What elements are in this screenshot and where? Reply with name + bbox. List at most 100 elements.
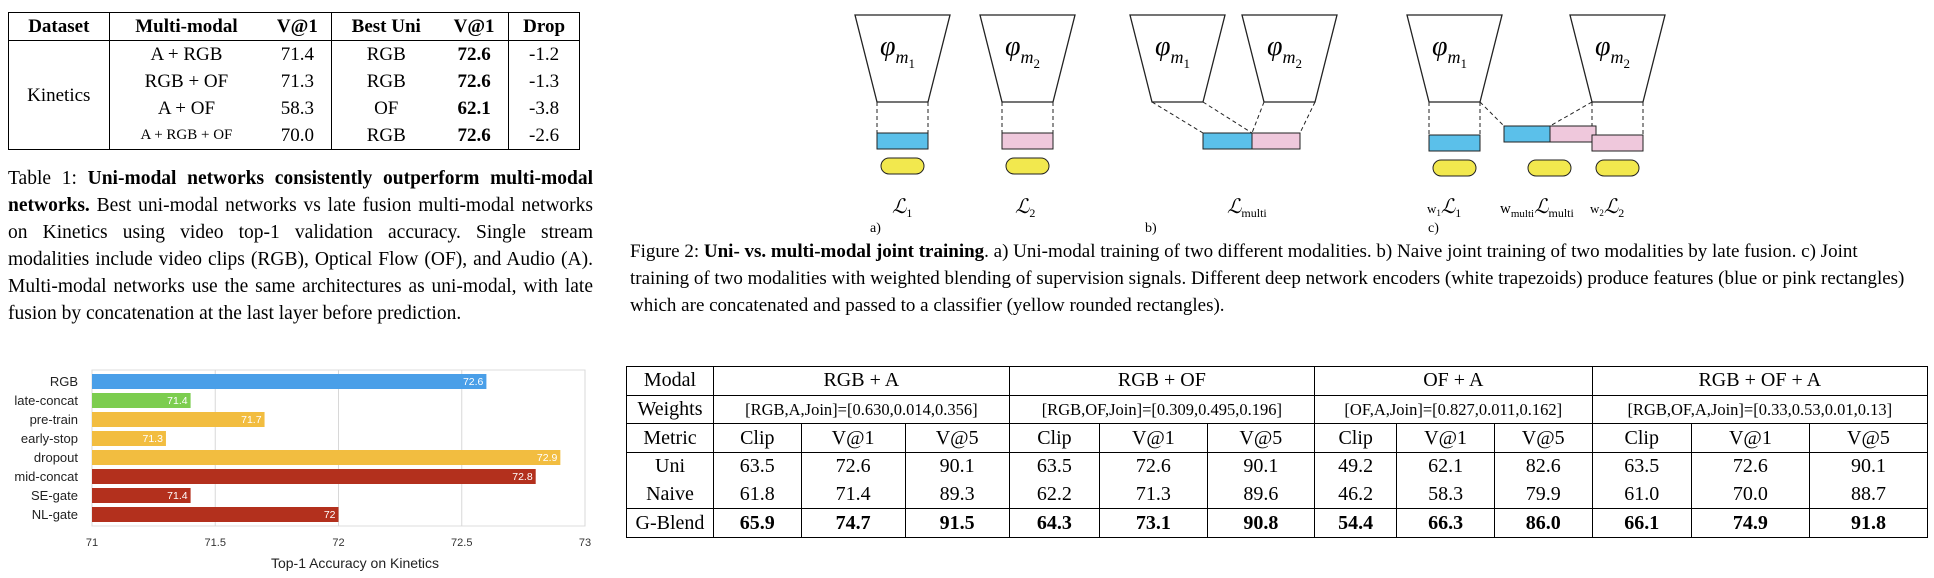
multi-modal-cell: A + RGB + OF — [108, 121, 264, 150]
best-v1-cell: 72.6 — [457, 124, 491, 146]
table-2-grid: Modal RGB + A RGB + OF OF + A RGB + OF +… — [626, 366, 1928, 538]
chart-tick-label: 73 — [579, 537, 591, 549]
feature-rect-pink — [1591, 134, 1644, 152]
panel-label-c: c) — [1428, 221, 1439, 236]
metric-header: V@1 — [800, 423, 906, 453]
value-cell: 49.2 — [1314, 452, 1397, 481]
caption-label: Figure 2: — [630, 241, 700, 262]
best-v1-cell: 62.1 — [457, 97, 491, 119]
feature-rect-pink — [1001, 132, 1054, 150]
best-uni-cell: OF — [331, 95, 440, 122]
chart-bar — [92, 469, 536, 484]
chart-data-label: 71.7 — [241, 414, 262, 426]
classifier-rect — [1432, 159, 1477, 177]
value-cell: 90.1 — [1206, 452, 1315, 481]
value-cell: 63.5 — [713, 452, 802, 481]
value-cell: 61.0 — [1591, 480, 1692, 510]
group-weights: [OF,A,Join]=[0.827,0.011,0.162] — [1314, 395, 1593, 425]
weights-label: Weights — [626, 395, 714, 425]
value-cell: 91.5 — [904, 508, 1010, 538]
group-weights: [RGB,OF,A,Join]=[0.33,0.53,0.01,0.13] — [1591, 395, 1928, 425]
caption-bold: Uni- vs. multi-modal joint training — [703, 241, 985, 262]
chart-data-label: 72.9 — [537, 452, 558, 464]
caption-text: . a) Uni-modal training of two different… — [630, 241, 1905, 316]
chart-category-label: dropout — [34, 450, 78, 465]
classifier-rect — [1595, 159, 1640, 177]
table-row: Naive 61.8 71.4 89.3 62.2 71.3 89.6 46.2… — [626, 480, 1928, 510]
group-weights: [RGB,A,Join]=[0.630,0.014,0.356] — [713, 395, 1010, 425]
figure-2: φm1 ℒ1 φm2 ℒ2 a) φm1 φm2 — [630, 10, 1930, 240]
panel-c: φm1 φm2 w1ℒ1 wmultiℒmulti w2ℒ2 c) — [1406, 14, 1666, 236]
chart-tick-label: 72 — [332, 537, 344, 549]
value-cell: 72.6 — [800, 452, 906, 481]
value-cell: 89.6 — [1206, 480, 1315, 510]
metric-header: Clip — [713, 423, 802, 453]
best-uni-cell: RGB — [331, 121, 440, 150]
metric-label: Metric — [626, 423, 714, 453]
value-cell: 89.3 — [904, 480, 1010, 510]
value-cell: 88.7 — [1808, 480, 1928, 510]
chart-bar — [92, 393, 191, 408]
value-cell: 70.0 — [1690, 480, 1810, 510]
metric-header: V@1 — [1099, 423, 1208, 453]
chart-tick-label: 71 — [86, 537, 98, 549]
value-cell: 66.1 — [1591, 508, 1692, 538]
table-2: Modal RGB + A RGB + OF OF + A RGB + OF +… — [626, 366, 1928, 538]
value-cell: 72.6 — [1690, 452, 1810, 481]
loss-label: ℒ1 — [892, 196, 912, 220]
classifier-rect — [1527, 159, 1572, 177]
table-1-header-row: Dataset Multi-modal V@1 Best Uni V@1 Dro… — [8, 12, 580, 42]
panel-label-b: b) — [1145, 221, 1157, 236]
value-cell: 90.8 — [1206, 508, 1315, 538]
metric-header: V@5 — [1206, 423, 1315, 453]
table-2-modal-row: Modal RGB + A RGB + OF OF + A RGB + OF +… — [626, 366, 1928, 396]
drop-cell: -2.6 — [508, 121, 580, 150]
metric-header: V@5 — [904, 423, 1010, 453]
header-drop: Drop — [508, 12, 580, 42]
encoder-label: φm2 — [1595, 31, 1630, 71]
bar-chart-svg: 72.6 71.4 71.7 71.3 72.9 72.8 71.4 72 RGB late-c… — [14, 369, 591, 571]
figure-2-caption: Figure 2: Uni- vs. multi-modal joint tra… — [630, 238, 1920, 319]
modal-label: Modal — [626, 366, 714, 396]
chart-data-label: 72.6 — [463, 376, 484, 388]
encoder-label: φm1 — [880, 31, 915, 71]
table-row: A + RGB + OF 70.0 RGB 72.6 -2.6 — [9, 121, 580, 150]
v1-cell: 71.3 — [280, 71, 314, 93]
panel-b: φm1 φm2 ℒmulti b) — [1129, 14, 1338, 236]
chart-category-label: NL-gate — [32, 507, 78, 522]
value-cell: 71.3 — [1099, 480, 1208, 510]
header-best-v1: V@1 — [439, 12, 509, 42]
value-cell: 54.4 — [1314, 508, 1397, 538]
table-row: Uni 63.5 72.6 90.1 63.5 72.6 90.1 49.2 6… — [627, 452, 1928, 481]
best-v1-cell: 72.6 — [457, 71, 491, 93]
header-v1: V@1 — [263, 12, 332, 42]
value-cell: 63.5 — [1008, 452, 1100, 481]
loss-label: ℒ2 — [1015, 196, 1035, 220]
chart-tick-labels: 71 71.5 72 72.5 73 — [86, 537, 591, 549]
chart-data-label: 71.4 — [167, 395, 188, 407]
panel-label-a: a) — [870, 221, 881, 236]
feature-rect-blue — [876, 132, 929, 150]
feature-rect-blue — [1428, 134, 1481, 152]
drop-cell: -1.3 — [508, 68, 580, 95]
dataset-cell: Kinetics — [27, 84, 91, 106]
caption-text: Best uni-modal networks vs late fusion m… — [8, 195, 594, 324]
caption-bold: Uni-modal networks consistently outperfo… — [8, 168, 593, 216]
multi-modal-cell: RGB + OF — [108, 68, 264, 95]
loss-label: ℒmulti — [1227, 196, 1267, 220]
table-2-metric-row: Metric Clip V@1 V@5 Clip V@1 V@5 Clip V@… — [626, 423, 1928, 453]
chart-bar — [92, 507, 339, 522]
chart-data-label: 72 — [324, 509, 336, 521]
chart-tick-label: 72.5 — [451, 537, 472, 549]
chart-category-label: SE-gate — [31, 488, 78, 503]
encoder-label: φm1 — [1155, 31, 1190, 71]
chart-data-label: 71.3 — [143, 433, 164, 445]
value-cell: 65.9 — [713, 508, 802, 538]
value-cell: 66.3 — [1396, 508, 1495, 538]
v1-cell: 58.3 — [280, 97, 314, 119]
table-row: Kinetics A + RGB 71.4 RGB 72.6 -1.2 — [9, 40, 580, 106]
value-cell: 74.7 — [800, 508, 906, 538]
table-1-grid: Dataset Multi-modal V@1 Best Uni V@1 Dro… — [8, 12, 580, 150]
best-uni-cell: RGB — [331, 68, 440, 95]
chart-data-label: 71.4 — [167, 490, 188, 502]
